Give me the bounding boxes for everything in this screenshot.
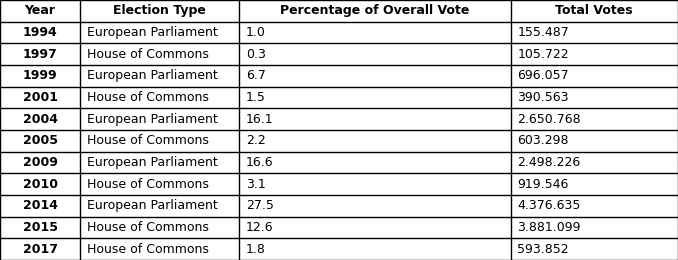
Text: 3.1: 3.1	[246, 178, 266, 191]
Text: 1.0: 1.0	[246, 26, 266, 39]
Text: 27.5: 27.5	[246, 199, 274, 212]
Text: 1994: 1994	[22, 26, 58, 39]
Text: 1997: 1997	[22, 48, 58, 61]
Text: 2.650.768: 2.650.768	[517, 113, 581, 126]
Text: 2.2: 2.2	[246, 134, 266, 147]
Text: European Parliament: European Parliament	[87, 26, 218, 39]
Text: 2.498.226: 2.498.226	[517, 156, 580, 169]
Text: House of Commons: House of Commons	[87, 48, 209, 61]
Text: Percentage of Overall Vote: Percentage of Overall Vote	[280, 4, 470, 17]
Text: House of Commons: House of Commons	[87, 221, 209, 234]
Text: Election Type: Election Type	[113, 4, 206, 17]
Text: 696.057: 696.057	[517, 69, 569, 82]
Text: 919.546: 919.546	[517, 178, 569, 191]
Text: House of Commons: House of Commons	[87, 243, 209, 256]
Text: 4.376.635: 4.376.635	[517, 199, 580, 212]
Text: 2001: 2001	[22, 91, 58, 104]
Text: 16.1: 16.1	[246, 113, 274, 126]
Text: House of Commons: House of Commons	[87, 91, 209, 104]
Text: House of Commons: House of Commons	[87, 134, 209, 147]
Text: 3.881.099: 3.881.099	[517, 221, 581, 234]
Text: European Parliament: European Parliament	[87, 156, 218, 169]
Text: 105.722: 105.722	[517, 48, 569, 61]
Text: 1999: 1999	[22, 69, 58, 82]
Text: 390.563: 390.563	[517, 91, 569, 104]
Text: 2010: 2010	[22, 178, 58, 191]
Text: Year: Year	[24, 4, 56, 17]
Text: 2004: 2004	[22, 113, 58, 126]
Text: 0.3: 0.3	[246, 48, 266, 61]
Text: 16.6: 16.6	[246, 156, 274, 169]
Text: European Parliament: European Parliament	[87, 113, 218, 126]
Text: 1.8: 1.8	[246, 243, 266, 256]
Text: European Parliament: European Parliament	[87, 199, 218, 212]
Text: 1.5: 1.5	[246, 91, 266, 104]
Text: 603.298: 603.298	[517, 134, 569, 147]
Text: Total Votes: Total Votes	[555, 4, 633, 17]
Text: House of Commons: House of Commons	[87, 178, 209, 191]
Text: 593.852: 593.852	[517, 243, 569, 256]
Text: European Parliament: European Parliament	[87, 69, 218, 82]
Text: 2015: 2015	[22, 221, 58, 234]
Text: 12.6: 12.6	[246, 221, 274, 234]
Text: 2005: 2005	[22, 134, 58, 147]
Text: 2014: 2014	[22, 199, 58, 212]
Text: 155.487: 155.487	[517, 26, 569, 39]
Text: 2017: 2017	[22, 243, 58, 256]
Text: 6.7: 6.7	[246, 69, 266, 82]
Text: 2009: 2009	[22, 156, 58, 169]
